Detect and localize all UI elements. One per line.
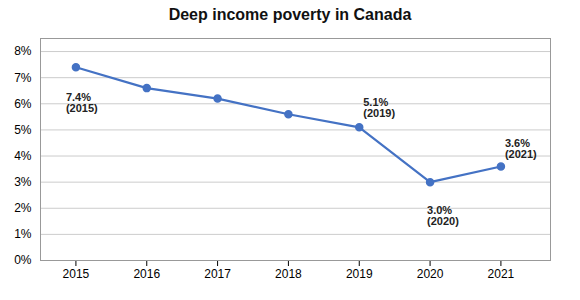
svg-text:3.0%(2020): 3.0%(2020) — [427, 204, 459, 227]
svg-text:2020: 2020 — [417, 267, 444, 281]
svg-text:2021: 2021 — [488, 267, 515, 281]
svg-text:3%: 3% — [14, 175, 32, 189]
svg-text:4%: 4% — [14, 149, 32, 163]
svg-text:6%: 6% — [14, 97, 32, 111]
svg-text:5.1%(2019): 5.1%(2019) — [363, 96, 395, 119]
svg-text:2017: 2017 — [204, 267, 231, 281]
svg-text:2%: 2% — [14, 201, 32, 215]
svg-text:3.6%(2021): 3.6%(2021) — [505, 137, 537, 160]
svg-text:2015: 2015 — [63, 267, 90, 281]
svg-text:5%: 5% — [14, 123, 32, 137]
svg-text:7%: 7% — [14, 71, 32, 85]
svg-text:8%: 8% — [14, 44, 32, 58]
svg-text:7.4%(2015): 7.4%(2015) — [66, 91, 98, 114]
svg-text:2018: 2018 — [275, 267, 302, 281]
html-text:Deep income poverty in Canada: Deep income poverty in Canada — [168, 6, 412, 23]
svg-text:0%: 0% — [14, 253, 32, 267]
svg-text:2019: 2019 — [346, 267, 373, 281]
svg-text:2016: 2016 — [133, 267, 160, 281]
svg-text:1%: 1% — [14, 227, 32, 241]
